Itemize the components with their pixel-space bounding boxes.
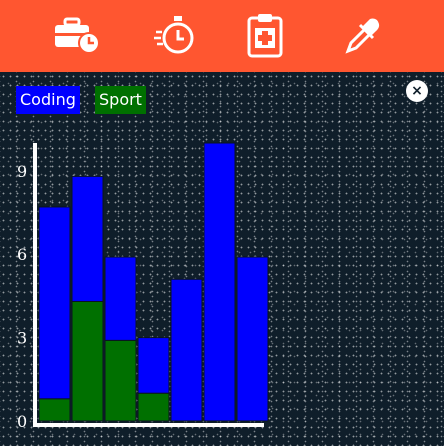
medical-clipboard-button[interactable] [240,10,290,60]
legend-item-sport[interactable]: Sport [95,86,146,114]
bar-sport [38,398,71,422]
bar-sport [71,300,104,422]
bar-coding [236,256,269,422]
stopwatch-button[interactable] [150,10,200,60]
legend-label-sport: Sport [99,90,142,109]
y-tick-label: 9 [17,162,27,181]
y-tick-label: 3 [17,329,27,348]
bar-sport [104,339,137,422]
bar-coding [71,175,104,302]
y-tick-label: 6 [17,245,27,264]
bar-coding [104,256,137,341]
bar-coding [170,278,203,422]
eyedropper-icon [345,18,380,54]
bar-coding [203,142,236,422]
legend-label-coding: Coding [20,90,76,109]
stopwatch-icon [154,16,194,54]
briefcase-clock-icon [55,17,100,54]
bar-sport [137,392,170,422]
legend-item-coding[interactable]: Coding [16,86,80,114]
bar-coding [38,206,71,400]
close-icon: × [411,83,423,99]
eyedropper-button[interactable] [338,10,388,60]
briefcase-clock-button[interactable] [52,10,102,60]
bar-coding [137,337,170,394]
toolbar [0,0,444,72]
y-tick-label: 0 [17,412,27,431]
medical-clipboard-icon [247,14,283,58]
close-button[interactable]: × [406,80,428,102]
